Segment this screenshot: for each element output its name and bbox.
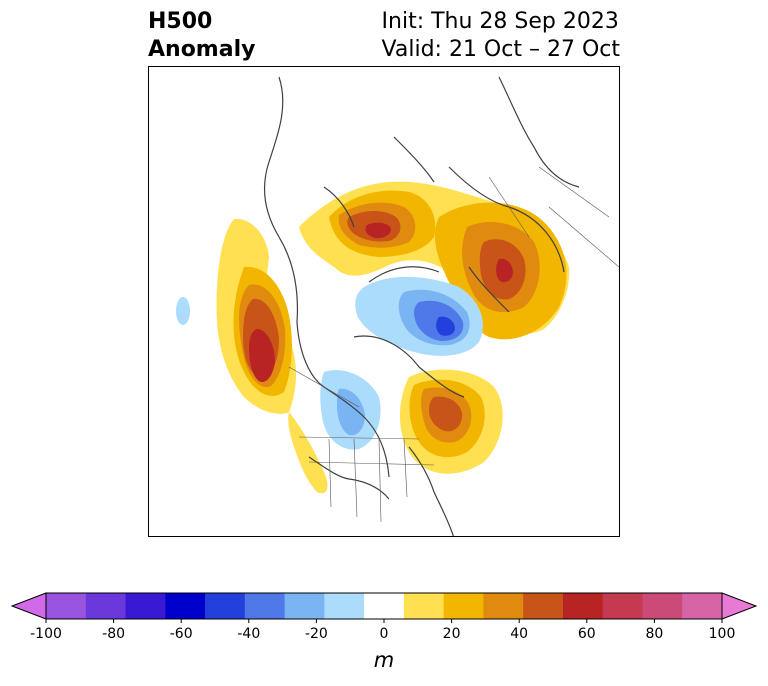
colorbar-segment [284,593,325,619]
valid-range: Valid: 21 Oct – 27 Oct [381,37,620,62]
colorbar-segment [602,593,643,619]
colorbar-segment [324,593,365,619]
colorbar-ticks: -100 -80 -60 -40 -20 0 20 40 60 80 100 [0,626,768,646]
positive-anomaly-eastern-canada [399,369,503,474]
colorbar-segment [364,593,405,619]
colorbar [10,592,758,623]
positive-anomaly-us-west [288,412,328,494]
colorbar-segment [205,593,246,619]
colorbar-segment [562,593,604,619]
colorbar-tick-label: -20 [304,626,328,642]
colorbar-tick-label: 100 [708,626,736,642]
colorbar-segment [642,593,683,619]
colorbar-tick-label: 20 [442,626,461,642]
colorbar-tick-label: 40 [510,626,529,642]
colorbar-tick-label: -100 [30,626,62,642]
colorbar-segment [682,593,723,619]
colorbar-segment [483,593,524,619]
colorbar-tick-label: 0 [379,626,389,642]
colorbar-segment [403,593,445,619]
colorbar-segment [85,593,127,619]
map-title: H500 Anomaly [148,8,255,64]
anomaly-map-graphic [149,76,619,536]
colorbar-tick-label: -40 [237,626,261,642]
colorbar-extend-low [10,592,47,620]
date-info: Init: Thu 28 Sep 2023 Valid: 21 Oct – 27… [382,8,620,64]
negative-anomaly-arctic [355,276,483,356]
anomaly-map [148,66,620,537]
negative-anomaly-pacific-small [176,297,190,325]
colorbar-segment [244,593,286,619]
title-line-1: H500 [148,9,213,34]
colorbar-segment [443,593,484,619]
init-date: Init: Thu 28 Sep 2023 [381,9,619,34]
colorbar-tick-label: -60 [169,626,193,642]
colorbar-extend-high [721,592,758,620]
colorbar-tick-label: 60 [577,626,596,642]
colorbar-segment [125,593,166,619]
colorbar-unit: m [373,648,395,672]
political-borders [288,166,619,523]
colorbar-tick-label: 80 [645,626,664,642]
title-line-2: Anomaly [148,37,256,62]
colorbar-segment [523,593,564,619]
positive-anomaly-pacific [216,218,296,414]
colorbar-segment [165,593,206,619]
colorbar-segment [46,593,87,619]
map-edge-gap [149,287,159,317]
colorbar-tick-label: -80 [102,626,126,642]
